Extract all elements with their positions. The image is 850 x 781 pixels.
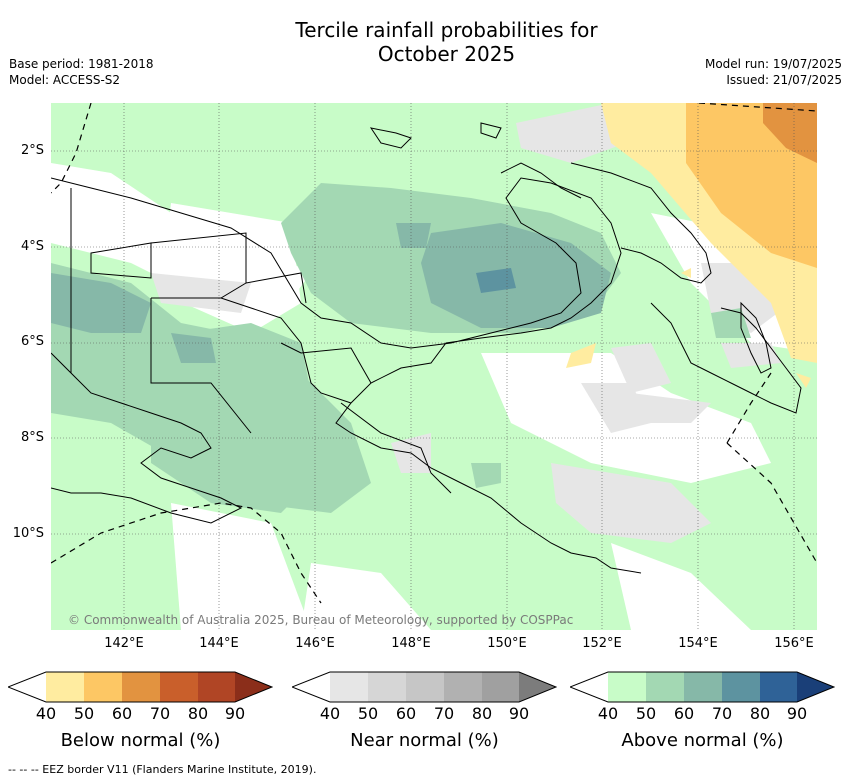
colorbar-below-label: Below normal (%)	[60, 730, 221, 751]
copyright-text: © Commonwealth of Australia 2025, Bureau…	[68, 613, 574, 627]
cb-above-tick-50: 50	[635, 704, 657, 723]
cb-near-swatch-6	[519, 672, 556, 702]
lon-tick-148e: 148°E	[391, 636, 431, 651]
cb-near-swatch-0	[292, 672, 330, 702]
cb-near-swatch-4	[444, 672, 482, 702]
cb-above-swatch-6	[797, 672, 834, 702]
colorbar-above-normal	[570, 671, 835, 703]
cb-near-swatch-5	[482, 672, 519, 702]
province-borders	[70, 188, 452, 494]
cb-above-swatch-0	[570, 672, 608, 702]
cb-near-swatch-2	[368, 672, 406, 702]
lon-tick-144e: 144°E	[199, 636, 239, 651]
lon-tick-150e: 150°E	[487, 636, 527, 651]
cb-below-swatch-6	[235, 672, 272, 702]
cb-below-swatch-4	[160, 672, 198, 702]
title-line-1: Tercile rainfall probabilities for	[295, 18, 598, 42]
cb-above-tick-90: 90	[786, 704, 808, 723]
cb-below-tick-80: 80	[187, 704, 209, 723]
cb-above-swatch-4	[722, 672, 760, 702]
cb-near-tick-70: 70	[433, 704, 455, 723]
cb-above-swatch-2	[646, 672, 684, 702]
cb-below-swatch-0	[8, 672, 46, 702]
cb-below-tick-90: 90	[224, 704, 246, 723]
gridlines	[51, 103, 817, 630]
model-run: Model run: 19/07/2025	[704, 57, 842, 71]
meta-right: Model run: 19/07/2025 Issued: 21/07/2025	[705, 56, 842, 88]
map-panel	[51, 103, 817, 630]
cb-below-swatch-5	[198, 672, 235, 702]
cb-below-swatch-3	[122, 672, 160, 702]
eez-footnote: -- -- -- EEZ border V11 (Flanders Marine…	[8, 763, 317, 776]
colorbar-near-label: Near normal (%)	[350, 730, 499, 751]
lon-tick-152e: 152°E	[582, 636, 622, 651]
base-period: Base period: 1981-2018	[9, 57, 154, 71]
cb-above-tick-70: 70	[711, 704, 733, 723]
cb-near-tick-80: 80	[471, 704, 493, 723]
cb-below-tick-60: 60	[111, 704, 133, 723]
lon-tick-156e: 156°E	[774, 636, 814, 651]
cb-above-swatch-3	[684, 672, 722, 702]
cb-above-tick-40: 40	[597, 704, 619, 723]
lat-tick-10s: 10°S	[12, 526, 44, 541]
lon-tick-142e: 142°E	[104, 636, 144, 651]
cb-above-swatch-5	[760, 672, 797, 702]
lon-tick-154e: 154°E	[678, 636, 718, 651]
lat-tick-8s: 8°S	[20, 430, 44, 445]
model-name: Model: ACCESS-S2	[9, 73, 121, 87]
cb-above-tick-60: 60	[673, 704, 695, 723]
cb-near-tick-40: 40	[319, 704, 341, 723]
lat-tick-4s: 4°S	[20, 239, 44, 254]
cb-below-swatch-1	[46, 672, 84, 702]
page-title: Tercile rainfall probabilities for Octob…	[0, 18, 850, 66]
colorbar-near-normal	[292, 671, 557, 703]
colorbar-above-label: Above normal (%)	[621, 730, 784, 751]
below-normal-70-areas	[763, 103, 817, 163]
cb-near-tick-60: 60	[395, 704, 417, 723]
cb-below-tick-40: 40	[35, 704, 57, 723]
cb-near-tick-90: 90	[508, 704, 530, 723]
lat-tick-6s: 6°S	[20, 334, 44, 349]
colorbar-below-normal	[8, 671, 273, 703]
issued-date: Issued: 21/07/2025	[726, 73, 842, 87]
cb-below-tick-70: 70	[149, 704, 171, 723]
above-normal-60-areas	[51, 223, 611, 363]
cb-near-tick-50: 50	[357, 704, 379, 723]
eez-borders	[51, 103, 817, 604]
cb-above-tick-80: 80	[749, 704, 771, 723]
coastlines	[51, 122, 802, 574]
meta-left: Base period: 1981-2018 Model: ACCESS-S2	[9, 56, 154, 88]
cb-below-tick-50: 50	[73, 704, 95, 723]
cb-near-swatch-3	[406, 672, 444, 702]
title-line-2: October 2025	[377, 42, 516, 66]
cb-near-swatch-1	[330, 672, 368, 702]
lat-tick-2s: 2°S	[20, 143, 44, 158]
above-normal-70-areas	[476, 268, 516, 293]
lon-tick-146e: 146°E	[295, 636, 335, 651]
cb-above-swatch-1	[608, 672, 646, 702]
cb-below-swatch-2	[84, 672, 122, 702]
